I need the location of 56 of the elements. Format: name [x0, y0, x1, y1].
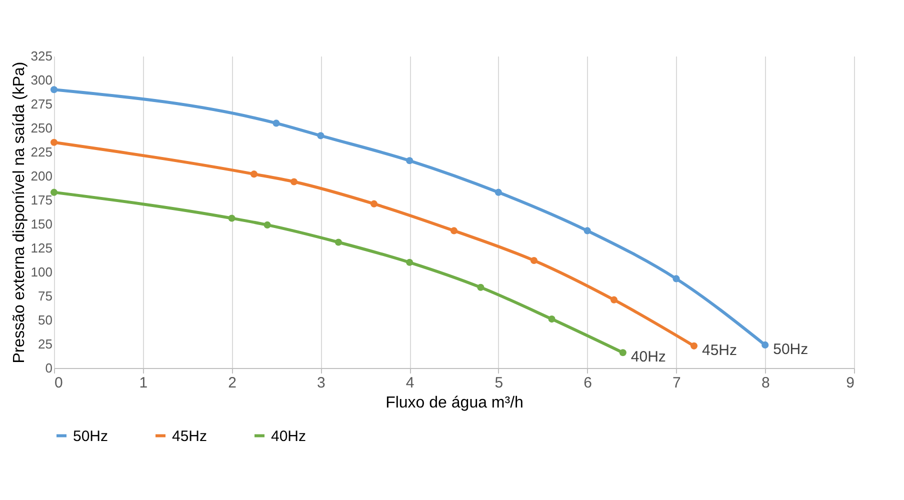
x-axis-title: Fluxo de água m³/h	[386, 394, 524, 412]
legend-label: 45Hz	[172, 428, 208, 445]
y-tick-label: 50	[38, 312, 52, 328]
point	[494, 188, 502, 196]
y-axis-title: Pressão externa disponível na saída (kPa)	[10, 62, 28, 364]
x-tick-label: 4	[406, 374, 414, 392]
point	[50, 138, 58, 146]
point	[477, 284, 484, 291]
x-tick-label: 8	[761, 374, 770, 392]
point	[610, 296, 618, 304]
y-tick-label: 300	[30, 72, 52, 88]
point	[619, 349, 626, 356]
point	[370, 200, 378, 208]
y-tick-label: 100	[30, 264, 52, 280]
point	[250, 170, 258, 178]
point	[584, 227, 591, 234]
y-tick-label: 200	[30, 168, 52, 184]
x-tick-label: 9	[846, 374, 854, 392]
y-tick-label: 250	[30, 120, 52, 136]
point	[334, 238, 342, 246]
y-tick-label: 125	[30, 240, 52, 256]
point	[228, 214, 236, 222]
y-tick-label: 175	[30, 192, 52, 208]
legend-label: 50Hz	[73, 428, 108, 445]
point	[690, 342, 698, 350]
x-tick-label: 5	[494, 374, 504, 392]
x-tick-label: 3	[316, 374, 326, 392]
point	[406, 157, 414, 164]
y-tick-label: 150	[30, 216, 52, 232]
x-tick-label: 2	[228, 374, 236, 392]
text: 45Hz	[702, 342, 738, 359]
y-tick-label: 25	[38, 336, 52, 352]
x-tick-label: 0	[54, 374, 63, 392]
point	[290, 178, 298, 186]
point	[762, 341, 769, 348]
legend-label: 40Hz	[271, 428, 306, 445]
x-tick-label: 6	[584, 374, 592, 392]
point	[406, 258, 414, 266]
y-tick-label: 75	[38, 288, 52, 304]
point	[50, 188, 58, 196]
point	[450, 227, 458, 234]
text: 50Hz	[773, 340, 808, 358]
y-tick-label: 0	[45, 360, 52, 376]
point	[548, 316, 556, 323]
point	[317, 132, 324, 140]
point	[50, 86, 58, 94]
y-tick-label: 225	[30, 144, 52, 160]
point	[672, 275, 680, 282]
point	[272, 120, 280, 127]
text: 40Hz	[630, 348, 666, 366]
point	[264, 221, 271, 228]
x-tick-label: 1	[139, 374, 148, 392]
point	[530, 256, 538, 264]
y-tick-label: 325	[30, 48, 52, 64]
y-tick-label: 275	[30, 96, 52, 112]
x-tick-label: 7	[672, 374, 681, 392]
